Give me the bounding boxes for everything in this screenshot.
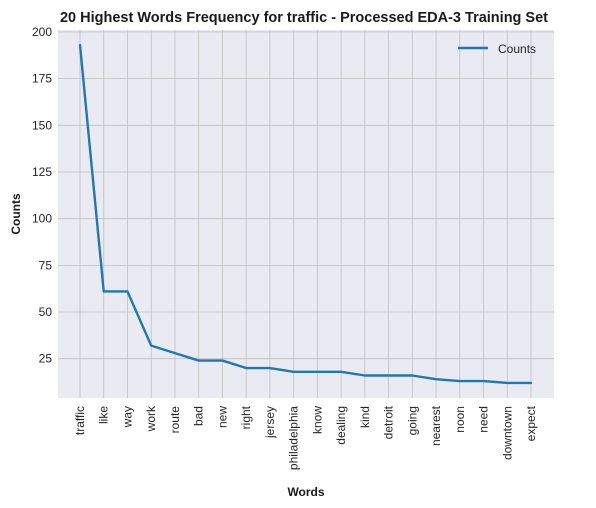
y-tick-label: 100 (32, 212, 52, 226)
y-tick-label: 25 (39, 352, 53, 366)
x-tick-label: like (97, 406, 111, 424)
x-tick-label: work (144, 405, 158, 432)
y-axis-label: Counts (9, 193, 23, 235)
x-tick-label: dealing (334, 406, 348, 445)
legend: Counts (458, 42, 536, 56)
x-tick-label: route (168, 406, 182, 434)
data-points (79, 45, 532, 383)
x-tick-label: jersey (263, 406, 277, 439)
y-tick-label: 125 (32, 165, 52, 179)
y-axis-ticks: 25 50 75 100 125 150 175 200 (32, 25, 52, 366)
y-tick-label: 175 (32, 72, 52, 86)
x-tick-label: know (310, 406, 324, 434)
x-tick-label: detroit (382, 405, 396, 439)
x-axis-ticks: traffic like way work route bad new right jersey… (73, 405, 538, 470)
chart-title: 20 Highest Words Frequency for traffic -… (60, 10, 548, 26)
y-tick-label: 200 (32, 25, 52, 39)
x-tick-label: bad (192, 406, 206, 426)
y-tick-label: 75 (39, 258, 53, 272)
x-tick-label: new (215, 406, 229, 428)
plot-area (58, 30, 554, 398)
y-tick-label: 50 (39, 305, 53, 319)
x-tick-label: way (120, 406, 134, 428)
x-tick-label: expect (524, 405, 538, 441)
x-tick-label: nearest (429, 405, 443, 446)
gridlines (58, 30, 554, 398)
legend-label-counts: Counts (498, 42, 536, 56)
x-tick-label: downtown (500, 406, 514, 460)
y-tick-label: 150 (32, 118, 52, 132)
x-tick-label: need (477, 406, 491, 433)
x-tick-label: noon (453, 406, 467, 433)
x-tick-label: going (405, 406, 419, 435)
x-tick-label: traffic (73, 406, 87, 435)
x-tick-label: philadelphia (287, 406, 301, 470)
series-line-counts (78, 43, 533, 385)
x-tick-label: kind (358, 406, 372, 428)
x-axis-label: Words (287, 485, 324, 499)
x-tick-label: right (239, 405, 253, 429)
